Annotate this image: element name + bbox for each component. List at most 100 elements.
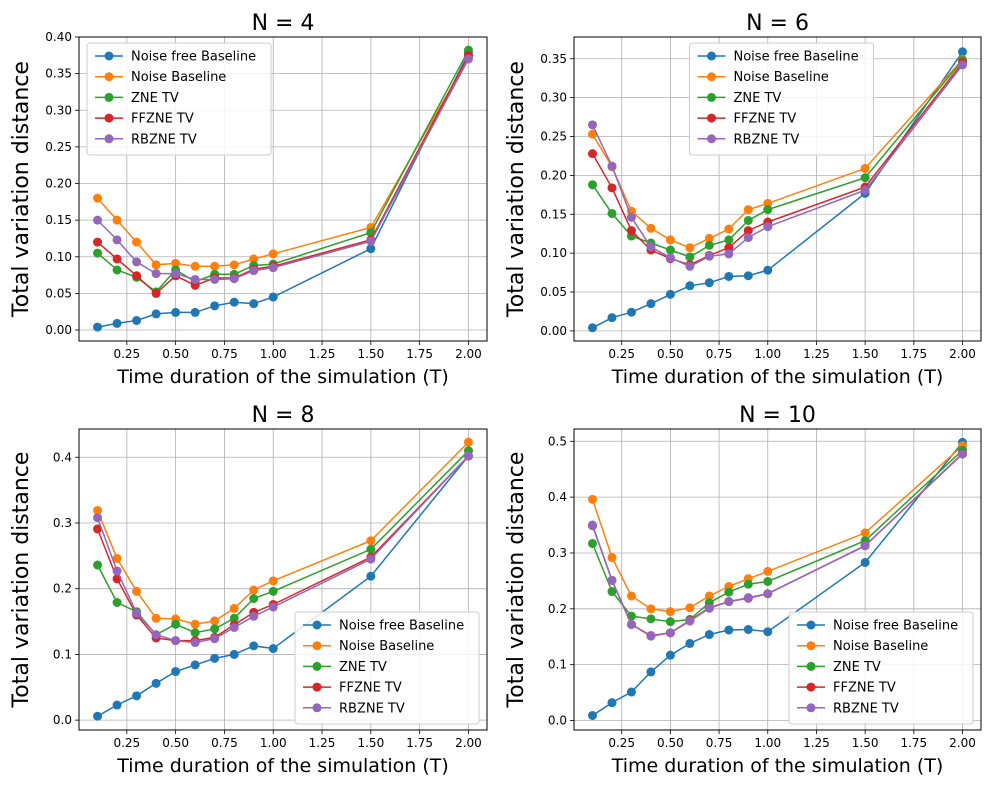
data-point-ffzne [93, 237, 103, 247]
legend-swatch-marker [707, 72, 716, 82]
data-point-ffzne [607, 183, 617, 193]
data-point-noise_free [724, 625, 734, 635]
y-tick-label: 0.00 [540, 324, 567, 338]
data-point-rbzne [704, 603, 714, 613]
data-point-noise [860, 163, 870, 173]
data-point-zne [743, 215, 753, 225]
data-point-noise_free [112, 318, 122, 328]
y-tick-label: 0.40 [45, 30, 72, 44]
y-tick-label: 0.30 [540, 91, 567, 105]
y-tick-label: 0.25 [45, 140, 72, 154]
y-tick-label: 0.0 [548, 714, 567, 728]
data-point-ffzne [112, 254, 122, 264]
data-point-noise [210, 616, 220, 626]
x-tick-label: 2.00 [455, 347, 482, 361]
series-line-noise [591, 445, 963, 613]
x-tick-label: 1.75 [900, 736, 927, 750]
data-point-noise_free [366, 571, 376, 581]
data-point-noise_free [151, 309, 161, 319]
legend-swatch-marker [806, 620, 816, 630]
data-point-zne [724, 587, 734, 597]
data-point-rbzne [93, 513, 103, 523]
x-axis-label: Time duration of the simulation (T) [611, 755, 944, 777]
legend: Noise free Baseline Noise Baseline ZNE TV F… [788, 611, 974, 725]
y-tick-label: 0.5 [548, 434, 567, 448]
x-tick-label: 0.25 [608, 736, 635, 750]
legend-label: Noise free Baseline [131, 50, 256, 65]
x-tick-label: 1.50 [357, 347, 384, 361]
axes-frame [78, 428, 488, 731]
legend: Noise free Baseline Noise Baseline ZNE TV F… [294, 611, 480, 725]
x-tick-label: 1.25 [309, 347, 336, 361]
legend-box [86, 42, 272, 156]
legend-box [788, 611, 974, 725]
data-point-noise [860, 528, 870, 538]
data-point-noise [704, 591, 714, 601]
x-tick-label: 0.50 [657, 347, 684, 361]
data-point-rbzne [724, 597, 734, 607]
data-point-noise_free [190, 660, 200, 670]
data-point-noise_free [958, 47, 967, 57]
data-point-noise_free [743, 271, 753, 281]
y-tick-label: 0.05 [540, 285, 567, 299]
legend-label: RBZNE TV [734, 132, 800, 147]
legend-label: Noise free Baseline [339, 619, 464, 634]
data-point-noise_free [646, 667, 656, 677]
x-axis-label: Time duration of the simulation (T) [116, 755, 449, 777]
data-point-noise [229, 260, 239, 270]
data-point-noise_free [249, 641, 259, 651]
data-point-noise [93, 505, 103, 515]
data-point-rbzne [93, 215, 103, 225]
data-point-ffzne [132, 271, 142, 281]
x-tick-label: 1.25 [803, 347, 830, 361]
legend-label: FFZNE TV [131, 112, 194, 127]
y-tick-label: 0.1 [53, 647, 72, 661]
legend-swatch-marker [312, 641, 322, 651]
legend-swatch-marker [707, 51, 716, 61]
data-point-rbzne [463, 451, 473, 461]
data-point-rbzne [190, 638, 200, 648]
data-point-zne [724, 235, 734, 245]
data-point-rbzne [151, 269, 161, 279]
data-point-rbzne [665, 628, 675, 638]
x-axis-label: Time duration of the simulation (T) [611, 366, 944, 388]
data-point-noise_free [743, 624, 753, 634]
legend-swatch-marker [806, 641, 816, 651]
data-point-rbzne [171, 269, 181, 279]
y-tick-label: 0.35 [540, 52, 567, 66]
data-point-zne [763, 205, 773, 215]
data-point-noise [249, 585, 259, 595]
data-point-noise_free [626, 687, 636, 697]
data-point-zne [743, 579, 753, 589]
data-point-rbzne [190, 274, 200, 284]
data-point-noise [151, 613, 161, 623]
x-tick-label: 1.00 [754, 347, 781, 361]
x-tick-label: 0.25 [113, 347, 140, 361]
data-point-noise_free [588, 323, 597, 333]
data-point-rbzne [229, 274, 239, 284]
y-tick-label: 0.05 [45, 286, 72, 300]
data-point-rbzne [268, 602, 278, 612]
legend-swatch-marker [312, 682, 322, 692]
data-point-noise_free [171, 307, 181, 317]
axes-frame [573, 36, 982, 342]
y-tick-label: 0.1 [548, 658, 567, 672]
data-point-noise [366, 536, 376, 546]
data-point-noise_free [93, 322, 103, 332]
legend-swatch-marker [312, 620, 322, 630]
data-point-rbzne [112, 235, 122, 245]
legend-label: Noise free Baseline [734, 50, 859, 65]
data-point-noise [743, 205, 753, 215]
data-point-zne [190, 628, 200, 638]
legend-swatch-marker [707, 113, 716, 123]
series-line-noise [96, 441, 470, 625]
data-point-rbzne [607, 575, 617, 585]
series-line-noise [591, 59, 964, 249]
data-point-noise_free [646, 299, 656, 309]
data-point-rbzne [763, 222, 773, 232]
x-tick-label: 0.50 [162, 736, 189, 750]
subplot-2: 0.25 0.50 0.75 1.00 1.25 1.50 1.75 2.00 0.00 0.05… [504, 11, 982, 388]
series-line-zne [96, 450, 470, 636]
data-point-noise [229, 603, 239, 613]
data-point-noise [646, 604, 656, 614]
